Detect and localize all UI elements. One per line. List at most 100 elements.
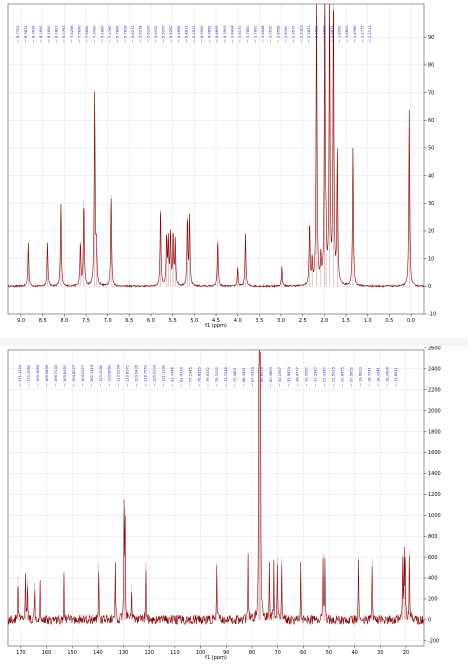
- peak-label: 3.6648: [261, 25, 265, 38]
- peak-label: 52.1997: [278, 367, 282, 382]
- peak-label: 3.7851: [246, 25, 250, 38]
- peak-label: 1.4786: [353, 25, 357, 38]
- peak-label: 72.4421: [233, 367, 237, 382]
- y-tick-label: 2600: [428, 346, 441, 352]
- x-tick-label: 120: [144, 650, 154, 656]
- peak-label: 4.4806: [215, 25, 219, 38]
- y-tick-label: 0: [428, 618, 431, 624]
- peak-label: 2.8160: [284, 25, 288, 38]
- peak-label: 8.0801: [54, 25, 58, 38]
- peak-label: 2.1831: [307, 25, 311, 38]
- peak-label: 33.2940: [314, 366, 318, 382]
- y-tick-label: 600: [428, 555, 438, 561]
- x-tick-label: 3.5: [255, 318, 263, 324]
- peak-label: 68.3851: [242, 367, 246, 382]
- panel-separator: [0, 338, 468, 346]
- peak-label: 164.8027: [72, 365, 76, 382]
- x-tick-label: 5.5: [169, 318, 177, 324]
- spectrum-trace: [8, 4, 424, 289]
- x-tick-label: 8.0: [60, 318, 68, 324]
- peak-label: 20.8975: [340, 367, 344, 382]
- x-tick-label: 8.5: [39, 318, 47, 324]
- y-tick-label: -10: [428, 312, 436, 318]
- x-tick-label: 90: [223, 650, 229, 656]
- peak-label: 21.5025: [332, 367, 336, 382]
- x-tick-label: 7.5: [82, 318, 90, 324]
- peak-label: 18.7241: [367, 367, 371, 382]
- peak-label: 4.9990: [200, 25, 204, 38]
- peak-label: 129.8571: [126, 365, 130, 382]
- peak-label: 8.0763: [62, 25, 66, 38]
- peak-label: 133.2294: [117, 364, 121, 382]
- peak-label: 20.5652: [349, 367, 353, 382]
- c13-nmr-spectrum-panel: 170 160 150 140 130 120 110 100 90 80 70 60 50 40 30 20…: [0, 346, 468, 671]
- h1-nmr-spectrum-panel: 9.0 8.5 8.0 7.5 7.0 6.5 6.0 5.5 5.0 4.5 4.0 3.5 3.0 2…: [7, 3, 436, 329]
- x-tick-label: 7.0: [104, 318, 112, 324]
- peak-label: 128.7553: [144, 365, 148, 382]
- x-tick-label: 110: [170, 650, 180, 656]
- peak-label: 162.1416: [90, 364, 94, 382]
- peak-labels: 8.7703 8.3871 8.3638 8.1890 8.1850 8.0801 8.07…: [16, 25, 372, 43]
- peak-label: 3.8170: [238, 25, 242, 38]
- peak-label: 1.2111: [368, 25, 372, 38]
- y-tick-label: 30: [428, 201, 434, 207]
- peak-label: 5.6231: [131, 25, 135, 38]
- x-tick-label: 160: [42, 650, 52, 656]
- peak-label: 153.2040: [99, 364, 103, 382]
- peak-label: 1.9671: [330, 25, 334, 38]
- peak-label: 18.7241: [376, 367, 380, 382]
- peak-label: 60.3893: [269, 367, 273, 382]
- peak-label: 18.7496: [385, 366, 389, 382]
- peak-label: 19.6023: [358, 367, 362, 382]
- peak-label: 60.8279: [260, 366, 264, 382]
- peak-label: 166.7143: [54, 365, 58, 382]
- x-tick-label: 130: [119, 650, 129, 656]
- peak-label: 81.4733: [179, 367, 183, 382]
- x-axis-label: f1 (ppm): [205, 323, 227, 329]
- y-tick-label: 400: [428, 576, 438, 582]
- x-axis-ticks: 170 160 150 140 130 120 110 100 90 80 70 60 50 40 30 20: [16, 646, 409, 656]
- x-tick-label: 6.0: [147, 318, 155, 324]
- y-tick-label: 60: [428, 118, 434, 124]
- y-tick-label: 80: [428, 63, 434, 69]
- x-tick-label: 3.0: [277, 318, 285, 324]
- peak-label: 121.3192: [161, 365, 165, 382]
- x-tick-label: 2.0: [320, 318, 328, 324]
- peak-label: 7.5896: [77, 25, 81, 38]
- peak-label: 77.2345: [188, 367, 192, 382]
- peak-label: 171.1200: [18, 364, 22, 382]
- peak-label: 3.7600: [253, 25, 257, 38]
- x-axis-label: f1 (ppm): [205, 655, 227, 661]
- x-tick-label: 140: [93, 650, 103, 656]
- peak-label: 139.6660: [108, 364, 112, 382]
- peak-label: 5.6174: [139, 25, 143, 38]
- peak-label: 8.1850: [47, 25, 51, 38]
- peak-label: 165.8951: [63, 365, 67, 382]
- y-tick-label: 800: [428, 534, 438, 540]
- peak-label: 2.8558: [276, 25, 280, 38]
- peak-label: 5.4895: [177, 25, 181, 38]
- peak-label: 5.6100: [146, 25, 150, 38]
- h1-nmr-chart: 9.0 8.5 8.0 7.5 7.0 6.5 6.0 5.5 5.0 4.5 4.0 3.5 3.0 2…: [7, 3, 436, 329]
- x-tick-label: 80: [249, 650, 255, 656]
- y-tick-label: 1400: [428, 471, 441, 477]
- peak-label: 7.5850: [85, 25, 89, 38]
- x-tick-label: 5.0: [190, 318, 198, 324]
- peak-label: 5.6022: [154, 25, 158, 38]
- y-tick-label: 90: [428, 35, 434, 41]
- peak-label: 5.7849: [116, 25, 120, 38]
- peak-label: 169.3856: [36, 364, 40, 382]
- y-tick-label: 1800: [428, 429, 441, 435]
- peak-label: 5.7818: [123, 25, 127, 38]
- peak-label: 76.6332: [206, 367, 210, 382]
- grid: [8, 4, 424, 315]
- peak-label: 17.8911: [394, 367, 398, 382]
- peak-label: 8.1890: [39, 25, 43, 38]
- y-tick-label: 2000: [428, 408, 441, 414]
- peak-label: 1.6800: [345, 25, 349, 38]
- peak-label: 129.6435: [135, 365, 139, 382]
- y-tick-label: 2400: [428, 367, 441, 373]
- peak-label: 4.9852: [208, 25, 212, 38]
- peak-label: 2.3303: [299, 25, 303, 38]
